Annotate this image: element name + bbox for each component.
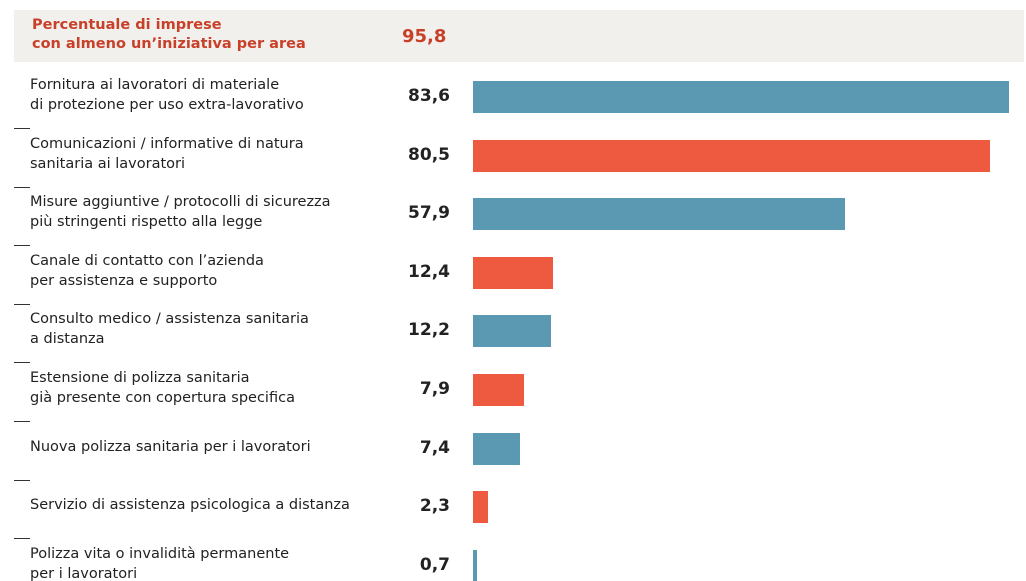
category-label: Polizza vita o invalidità permanente per… (30, 545, 290, 581)
value-label: 7,9 (419, 379, 450, 399)
category-label: Nuova polizza sanitaria per i lavoratori (30, 438, 311, 455)
category-label: Canale di contatto con l’azienda per ass… (30, 252, 264, 289)
header-band (14, 10, 1024, 62)
value-label: 7,4 (419, 437, 450, 458)
category-label: Consulto medico / assistenza sanitaria a… (30, 311, 309, 348)
bar (473, 374, 524, 406)
row-separator (14, 479, 30, 481)
row-separator (14, 245, 30, 247)
value-label: 12,2 (408, 320, 450, 341)
category-label: Fornitura ai lavoratori di materiale di … (30, 77, 304, 113)
row-separator (14, 303, 30, 305)
bar (473, 256, 553, 289)
row-separator (14, 538, 30, 540)
bar (473, 432, 521, 465)
row-separator (14, 186, 30, 188)
value-label: 57,9 (408, 203, 450, 224)
row-separator (14, 421, 30, 422)
bar (473, 491, 488, 524)
category-label: Servizio di assistenza psicologica a dis… (30, 497, 350, 514)
value-label: 80,5 (408, 144, 450, 165)
value-label: 2,3 (419, 496, 450, 517)
bar (473, 139, 990, 172)
category-label: Misure aggiuntive / protocolli di sicure… (30, 194, 331, 231)
category-label: Comunicazioni / informative di natura sa… (30, 135, 304, 172)
row-separator (14, 128, 30, 129)
header-label: Percentuale di imprese con almeno un’ini… (32, 17, 306, 52)
row-separator (14, 362, 30, 364)
bar (473, 198, 845, 231)
value-label: 0,7 (419, 554, 450, 575)
bar (473, 315, 552, 348)
bar (473, 549, 478, 581)
header-value: 95,8 (402, 26, 447, 47)
value-label: 83,6 (408, 86, 450, 106)
category-label: Estensione di polizza sanitaria già pres… (30, 370, 295, 406)
bar (473, 81, 1010, 113)
value-label: 12,4 (408, 261, 450, 282)
